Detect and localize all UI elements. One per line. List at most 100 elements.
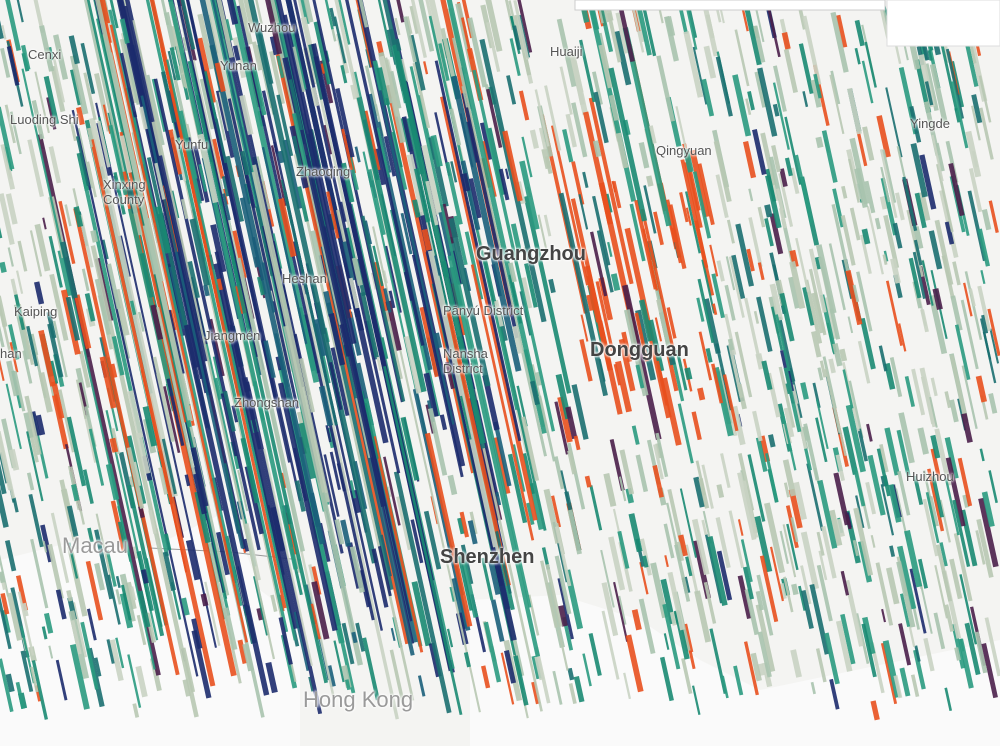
bar [704,533,723,604]
bar [38,329,56,387]
bar [909,568,927,634]
bar [350,84,359,100]
bar [50,360,59,384]
bar [578,194,589,230]
bar [447,474,458,496]
bar [282,14,352,310]
bar [113,172,126,215]
bar [540,560,558,628]
bar [457,555,474,611]
bar [742,480,759,538]
bar [424,432,473,627]
bar [768,434,776,448]
bar [495,491,502,506]
bar [781,32,791,50]
bar [824,632,840,685]
bar [208,318,225,377]
bar [977,228,991,267]
bar [735,223,755,287]
bar [754,5,765,43]
bar [125,0,209,362]
bar [0,193,15,245]
bar [944,604,955,632]
bar [362,637,380,701]
bar [439,414,448,431]
bar [750,652,762,682]
bar [800,531,820,590]
bar [203,284,210,297]
bar [789,261,806,310]
bar [182,36,188,51]
bar [586,294,594,311]
bar [372,436,424,653]
bar [14,294,26,331]
bar [557,396,573,443]
bar [227,98,299,409]
place-label: Shenzhen [440,546,535,568]
bar [485,88,503,148]
bar [666,307,677,339]
bar [427,407,448,476]
bar [74,294,92,350]
bar [120,584,132,621]
bar [17,240,28,272]
bar [265,661,278,694]
place-label: Huaiji [550,44,583,59]
bar [333,16,347,64]
bar [58,200,76,265]
bar [934,565,949,619]
bar [845,270,863,326]
bar [181,647,196,693]
bar [277,197,297,258]
bar [9,342,19,373]
bar [552,670,563,705]
bar [225,155,244,223]
bar [957,457,973,507]
bar [589,485,603,531]
bar [251,41,263,71]
bar [119,131,188,423]
bar [340,519,352,547]
bar [981,209,992,231]
bar [598,44,614,89]
bar [46,97,57,130]
bar [183,324,199,369]
bar [664,555,669,568]
bar [447,255,541,657]
bar [102,104,112,134]
bar [280,472,287,489]
bar [50,65,66,113]
bar [697,278,715,344]
bar [378,121,392,173]
bar [162,551,176,591]
bar [821,525,837,579]
bar [817,479,838,549]
bar [87,527,94,543]
bar [0,658,14,713]
bar [646,175,654,187]
bar [115,589,122,605]
bar [791,583,799,596]
bar [757,262,765,281]
bar [190,447,209,507]
bar [588,97,634,285]
bar [329,7,337,27]
bar [898,412,915,464]
bar [493,421,512,487]
bar [698,478,710,509]
bar [584,475,592,488]
bar [84,293,96,322]
bar [226,0,239,25]
bar [282,57,387,508]
bar [387,70,402,110]
bar [722,374,739,432]
bar [861,623,877,678]
bar [884,427,900,476]
bar [623,672,632,700]
bar [701,519,708,536]
bar [392,43,486,445]
bar [975,375,988,403]
bar [26,431,44,502]
bar [755,353,765,370]
bar [538,127,547,150]
